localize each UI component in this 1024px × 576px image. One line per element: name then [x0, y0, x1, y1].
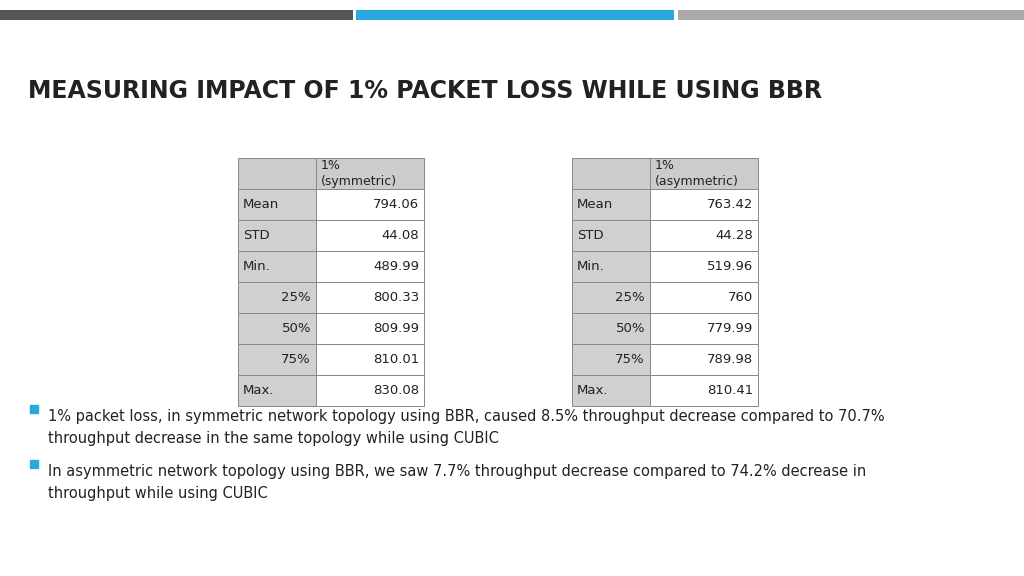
- Bar: [356, 10, 674, 20]
- Bar: [678, 10, 1024, 20]
- Text: 1%
(asymmetric): 1% (asymmetric): [655, 159, 739, 188]
- Bar: [238, 344, 316, 375]
- Text: 810.41: 810.41: [707, 384, 753, 397]
- Bar: [316, 158, 424, 189]
- Bar: [650, 220, 758, 251]
- Bar: [572, 220, 650, 251]
- Text: MEASURING IMPACT OF 1% PACKET LOSS WHILE USING BBR: MEASURING IMPACT OF 1% PACKET LOSS WHILE…: [28, 79, 822, 103]
- Text: STD: STD: [577, 229, 603, 242]
- Text: 1% packet loss, in symmetric network topology using BBR, caused 8.5% throughput : 1% packet loss, in symmetric network top…: [48, 409, 885, 446]
- Bar: [316, 251, 424, 282]
- Text: 800.33: 800.33: [373, 291, 419, 304]
- Bar: [238, 189, 316, 220]
- Bar: [650, 313, 758, 344]
- Bar: [238, 375, 316, 406]
- Bar: [316, 313, 424, 344]
- Text: Mean: Mean: [243, 198, 280, 211]
- Text: Max.: Max.: [243, 384, 274, 397]
- Text: STD: STD: [243, 229, 269, 242]
- Text: 50%: 50%: [615, 322, 645, 335]
- Bar: [30, 405, 38, 413]
- Text: Min.: Min.: [577, 260, 605, 273]
- Text: Mean: Mean: [577, 198, 613, 211]
- Bar: [238, 282, 316, 313]
- Text: 830.08: 830.08: [373, 384, 419, 397]
- Text: 50%: 50%: [282, 322, 311, 335]
- Bar: [650, 344, 758, 375]
- Text: 25%: 25%: [615, 291, 645, 304]
- Bar: [650, 282, 758, 313]
- Bar: [238, 220, 316, 251]
- Bar: [572, 282, 650, 313]
- Bar: [650, 158, 758, 189]
- Text: 760: 760: [728, 291, 753, 304]
- Text: 763.42: 763.42: [707, 198, 753, 211]
- Bar: [238, 251, 316, 282]
- Text: In asymmetric network topology using BBR, we saw 7.7% throughput decrease compar: In asymmetric network topology using BBR…: [48, 464, 866, 501]
- Bar: [650, 375, 758, 406]
- Bar: [316, 189, 424, 220]
- Text: 75%: 75%: [615, 353, 645, 366]
- Bar: [572, 313, 650, 344]
- Bar: [238, 313, 316, 344]
- Text: 519.96: 519.96: [707, 260, 753, 273]
- Bar: [572, 189, 650, 220]
- Bar: [316, 220, 424, 251]
- Bar: [650, 251, 758, 282]
- Bar: [572, 251, 650, 282]
- Text: Min.: Min.: [243, 260, 270, 273]
- Bar: [650, 189, 758, 220]
- Bar: [238, 158, 316, 189]
- Bar: [572, 158, 650, 189]
- Text: 25%: 25%: [282, 291, 311, 304]
- Text: 44.28: 44.28: [715, 229, 753, 242]
- Bar: [316, 375, 424, 406]
- Bar: [572, 375, 650, 406]
- Text: Max.: Max.: [577, 384, 608, 397]
- Text: 779.99: 779.99: [707, 322, 753, 335]
- Bar: [30, 460, 38, 468]
- Text: 75%: 75%: [282, 353, 311, 366]
- Bar: [316, 282, 424, 313]
- Text: 810.01: 810.01: [373, 353, 419, 366]
- Text: 789.98: 789.98: [707, 353, 753, 366]
- Text: 794.06: 794.06: [373, 198, 419, 211]
- Bar: [572, 344, 650, 375]
- Bar: [316, 344, 424, 375]
- Text: 1%
(symmetric): 1% (symmetric): [321, 159, 397, 188]
- Bar: [0, 10, 353, 20]
- Text: 44.08: 44.08: [381, 229, 419, 242]
- Text: 809.99: 809.99: [373, 322, 419, 335]
- Text: 489.99: 489.99: [373, 260, 419, 273]
